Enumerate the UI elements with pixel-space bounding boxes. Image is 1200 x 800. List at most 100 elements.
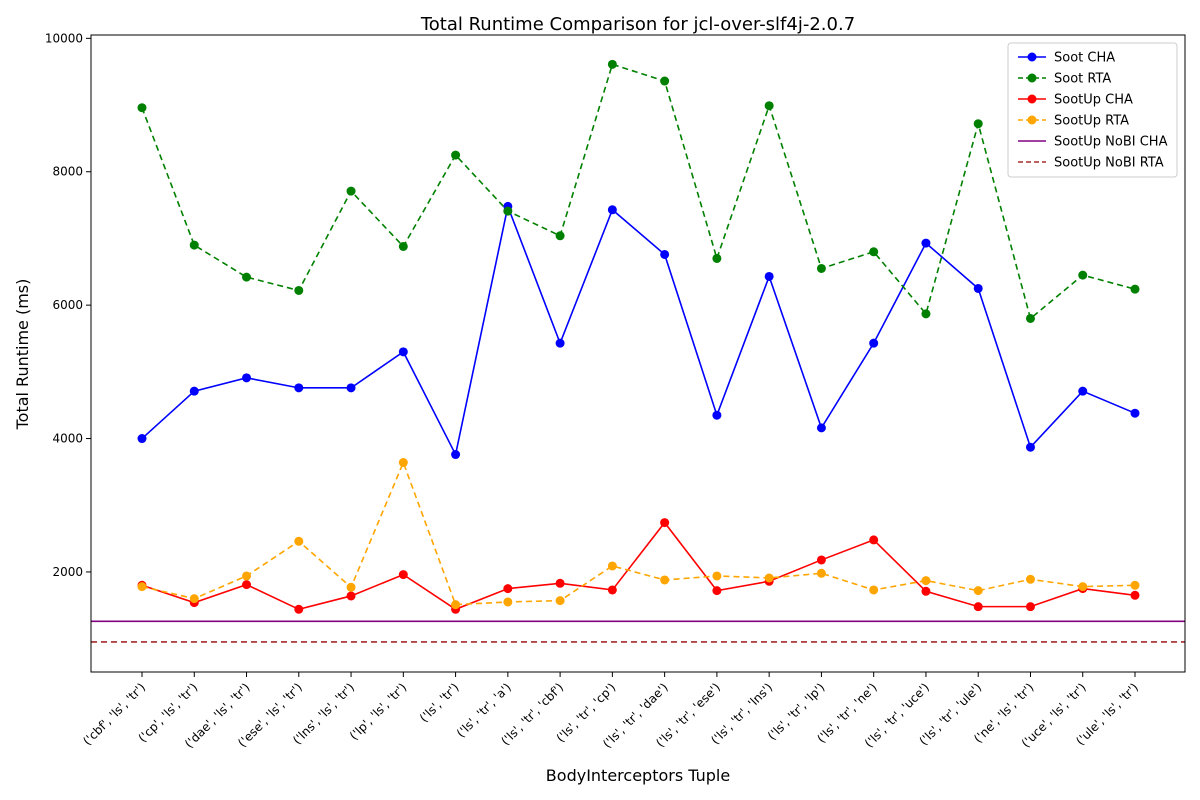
chart-title: Total Runtime Comparison for jcl-over-sl… bbox=[420, 14, 855, 35]
legend-label-sootup-nobi-rta: SootUp NoBI RTA bbox=[1054, 156, 1164, 171]
data-point-sootup-rta bbox=[189, 594, 199, 604]
y-tick-label: 6000 bbox=[52, 298, 83, 312]
data-point-sootup-rta bbox=[607, 561, 617, 571]
data-point-soot-cha bbox=[137, 434, 147, 444]
data-point-sootup-rta bbox=[660, 575, 670, 585]
data-point-sootup-rta bbox=[816, 568, 826, 578]
data-point-soot-cha bbox=[816, 423, 826, 433]
data-point-sootup-cha bbox=[660, 518, 670, 528]
legend-label-sootup-cha: SootUp CHA bbox=[1054, 93, 1133, 108]
legend-label-sootup-rta: SootUp RTA bbox=[1054, 114, 1129, 129]
data-point-soot-rta bbox=[189, 240, 199, 250]
data-point-soot-cha bbox=[1025, 442, 1035, 452]
data-point-soot-cha bbox=[555, 338, 565, 348]
legend-label-soot-rta: Soot RTA bbox=[1054, 72, 1111, 87]
data-point-soot-rta bbox=[660, 76, 670, 86]
legend-label-soot-cha: Soot CHA bbox=[1054, 51, 1115, 66]
data-point-soot-cha bbox=[1078, 386, 1088, 396]
data-point-sootup-rta bbox=[555, 596, 565, 606]
data-point-soot-rta bbox=[816, 263, 826, 273]
legend-label-sootup-nobi-cha: SootUp NoBI CHA bbox=[1054, 135, 1168, 150]
data-point-sootup-rta bbox=[921, 576, 931, 586]
data-point-soot-rta bbox=[607, 59, 617, 69]
data-point-sootup-cha bbox=[503, 584, 513, 594]
y-axis-title: Total Runtime (ms) bbox=[13, 279, 32, 431]
x-axis-title: BodyInterceptors Tuple bbox=[546, 766, 730, 785]
y-tick-label: 10000 bbox=[45, 31, 83, 45]
data-point-sootup-rta bbox=[451, 600, 461, 610]
data-point-sootup-rta bbox=[137, 582, 147, 592]
data-point-soot-rta bbox=[1130, 284, 1140, 294]
data-point-soot-rta bbox=[242, 272, 252, 282]
legend-marker-soot-rta bbox=[1027, 73, 1037, 83]
data-point-soot-rta bbox=[503, 206, 513, 216]
data-point-soot-cha bbox=[346, 383, 356, 393]
data-point-soot-rta bbox=[712, 253, 722, 263]
data-point-sootup-cha bbox=[869, 535, 879, 545]
data-point-sootup-cha bbox=[398, 570, 408, 580]
data-point-sootup-cha bbox=[921, 586, 931, 596]
data-point-sootup-cha bbox=[712, 586, 722, 596]
data-point-sootup-cha bbox=[242, 580, 252, 590]
data-point-sootup-rta bbox=[764, 573, 774, 583]
data-point-soot-rta bbox=[869, 247, 879, 257]
data-point-soot-rta bbox=[137, 103, 147, 113]
y-axis: 2000 4000 6000 8000 10000 bbox=[45, 31, 91, 579]
data-point-soot-rta bbox=[294, 285, 304, 295]
legend-box bbox=[1007, 42, 1178, 178]
series-soot-rta bbox=[137, 59, 1140, 323]
data-point-soot-cha bbox=[451, 450, 461, 460]
data-point-sootup-rta bbox=[1078, 582, 1088, 592]
data-point-soot-cha bbox=[1130, 408, 1140, 418]
data-point-sootup-cha bbox=[555, 578, 565, 588]
data-point-sootup-rta bbox=[1130, 580, 1140, 590]
plot-frame bbox=[90, 34, 1186, 673]
data-point-soot-cha bbox=[764, 271, 774, 281]
data-point-sootup-rta bbox=[1025, 574, 1035, 584]
data-point-sootup-cha bbox=[1025, 602, 1035, 612]
series-line-soot-cha bbox=[141, 203, 1136, 457]
series-sootup-rta bbox=[137, 458, 1140, 610]
data-point-sootup-rta bbox=[712, 571, 722, 581]
data-point-soot-rta bbox=[398, 241, 408, 251]
data-point-soot-rta bbox=[451, 150, 461, 160]
series-line-sootup-rta bbox=[141, 460, 1136, 606]
data-point-soot-cha bbox=[189, 386, 199, 396]
data-point-sootup-cha bbox=[346, 591, 356, 601]
legend-marker-soot-cha bbox=[1027, 52, 1037, 62]
series-soot-cha bbox=[137, 201, 1140, 460]
series-line-soot-rta bbox=[141, 63, 1136, 320]
data-point-soot-cha bbox=[921, 238, 931, 248]
data-point-sootup-rta bbox=[398, 458, 408, 468]
y-tick-label: 2000 bbox=[52, 565, 83, 579]
data-point-sootup-cha bbox=[816, 555, 826, 565]
y-tick-label: 4000 bbox=[52, 432, 83, 446]
data-point-soot-cha bbox=[398, 347, 408, 357]
data-point-soot-cha bbox=[294, 383, 304, 393]
data-point-soot-rta bbox=[921, 309, 931, 319]
data-point-soot-rta bbox=[764, 101, 774, 111]
data-point-soot-rta bbox=[555, 231, 565, 241]
legend: Soot CHA Soot RTA SootUp CHA SootUp RTA Soot… bbox=[1007, 42, 1178, 178]
data-point-sootup-cha bbox=[607, 585, 617, 595]
data-point-sootup-rta bbox=[346, 582, 356, 592]
data-point-sootup-cha bbox=[294, 604, 304, 614]
data-point-soot-rta bbox=[346, 186, 356, 196]
data-point-soot-cha bbox=[712, 410, 722, 420]
data-point-sootup-rta bbox=[294, 536, 304, 546]
legend-marker-sootup-cha bbox=[1027, 94, 1037, 104]
data-point-sootup-cha bbox=[973, 602, 983, 612]
legend-marker-sootup-rta bbox=[1027, 115, 1037, 125]
data-point-soot-cha bbox=[869, 338, 879, 348]
data-point-sootup-cha bbox=[1130, 590, 1140, 600]
data-point-soot-cha bbox=[973, 283, 983, 293]
data-point-sootup-rta bbox=[869, 585, 879, 595]
data-point-soot-rta bbox=[1078, 270, 1088, 280]
data-point-sootup-rta bbox=[503, 597, 513, 607]
y-tick-label: 8000 bbox=[52, 165, 83, 179]
data-point-soot-cha bbox=[242, 373, 252, 383]
series-line-sootup-cha bbox=[141, 521, 1136, 611]
data-point-soot-cha bbox=[660, 249, 670, 259]
